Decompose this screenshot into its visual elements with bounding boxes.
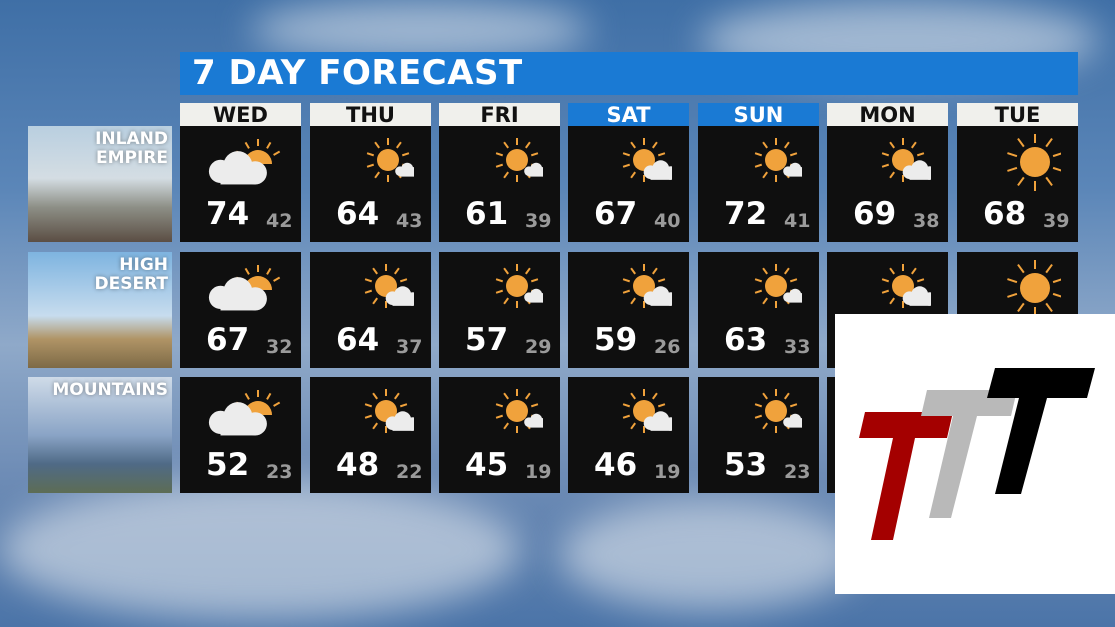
ttt-logo <box>835 314 1115 594</box>
background-cloud <box>560 500 860 610</box>
region-label-line2: MOUNTAINS <box>52 380 168 400</box>
region-high-desert: HIGH DESERT <box>28 252 172 368</box>
low-temp: 26 <box>654 336 681 358</box>
forecast-cell: 61 39 <box>439 126 560 242</box>
day-header-mon: MON <box>827 103 948 127</box>
forecast-cell: 53 23 <box>698 377 819 493</box>
forecast-cell: 67 32 <box>180 252 301 368</box>
region-label-line2: DESERT <box>94 274 168 294</box>
low-temp: 37 <box>396 336 423 358</box>
partly-sunny-icon <box>622 264 672 308</box>
forecast-cell: 57 29 <box>439 252 560 368</box>
low-temp: 19 <box>525 461 552 483</box>
partly-sunny-icon <box>364 389 414 433</box>
sunny-small-cloud-icon <box>495 264 543 308</box>
sunny-small-cloud-icon <box>495 389 543 433</box>
partly-sunny-icon <box>622 138 672 182</box>
low-temp: 40 <box>654 210 681 232</box>
high-temp: 53 <box>724 447 768 483</box>
forecast-cell: 64 43 <box>310 126 431 242</box>
forecast-cell: 72 41 <box>698 126 819 242</box>
low-temp: 23 <box>266 461 293 483</box>
forecast-cell: 45 19 <box>439 377 560 493</box>
high-temp: 64 <box>336 322 380 358</box>
mostly-cloudy-icon <box>208 390 281 436</box>
low-temp: 42 <box>266 210 293 232</box>
low-temp: 39 <box>525 210 552 232</box>
low-temp: 39 <box>1043 210 1070 232</box>
high-temp: 57 <box>465 322 509 358</box>
forecast-cell: 63 33 <box>698 252 819 368</box>
high-temp: 67 <box>594 196 638 232</box>
high-temp: 64 <box>336 196 380 232</box>
mostly-cloudy-icon <box>208 139 281 185</box>
sunny-small-cloud-icon <box>754 264 802 308</box>
day-header-sat: SAT <box>568 103 689 127</box>
high-temp: 68 <box>983 196 1027 232</box>
background-cloud <box>0 480 520 620</box>
day-header-wed: WED <box>180 103 301 127</box>
region-label: MOUNTAINS <box>52 381 168 400</box>
partly-sunny-icon <box>881 264 931 308</box>
sunny-small-cloud-icon <box>754 138 802 182</box>
high-temp: 48 <box>336 447 380 483</box>
day-header-tue: TUE <box>957 103 1078 127</box>
sunny-small-cloud-icon <box>754 389 802 433</box>
sunny-icon <box>1007 134 1061 191</box>
forecast-cell: 52 23 <box>180 377 301 493</box>
partly-sunny-icon <box>881 138 931 182</box>
partly-sunny-icon <box>364 264 414 308</box>
low-temp: 29 <box>525 336 552 358</box>
forecast-cell: 46 19 <box>568 377 689 493</box>
sunny-icon <box>1007 260 1061 317</box>
region-label-line1: HIGH <box>119 255 168 275</box>
day-header-sun: SUN <box>698 103 819 127</box>
sunny-small-cloud-icon <box>495 138 543 182</box>
ttt-logo-icon <box>859 368 1095 540</box>
forecast-cell: 67 40 <box>568 126 689 242</box>
low-temp: 19 <box>654 461 681 483</box>
forecast-title: 7 DAY FORECAST <box>180 52 1078 95</box>
sunny-small-cloud-icon <box>366 138 414 182</box>
high-temp: 52 <box>206 447 250 483</box>
low-temp: 33 <box>784 336 811 358</box>
forecast-cell: 74 42 <box>180 126 301 242</box>
partly-sunny-icon <box>622 389 672 433</box>
day-header-thu: THU <box>310 103 431 127</box>
forecast-cell: 48 22 <box>310 377 431 493</box>
high-temp: 74 <box>206 196 250 232</box>
high-temp: 72 <box>724 196 768 232</box>
low-temp: 38 <box>913 210 940 232</box>
low-temp: 22 <box>396 461 423 483</box>
region-inland-empire: INLAND EMPIRE <box>28 126 172 242</box>
forecast-cell: 68 39 <box>957 126 1078 242</box>
region-mountains: MOUNTAINS <box>28 377 172 493</box>
low-temp: 43 <box>396 210 423 232</box>
high-temp: 46 <box>594 447 638 483</box>
high-temp: 63 <box>724 322 768 358</box>
day-header-fri: FRI <box>439 103 560 127</box>
forecast-cell: 64 37 <box>310 252 431 368</box>
mostly-cloudy-icon <box>208 265 281 311</box>
low-temp: 41 <box>784 210 811 232</box>
high-temp: 45 <box>465 447 509 483</box>
region-label-line1: INLAND <box>95 129 168 149</box>
forecast-cell: 59 26 <box>568 252 689 368</box>
high-temp: 69 <box>853 196 897 232</box>
low-temp: 23 <box>784 461 811 483</box>
high-temp: 61 <box>465 196 509 232</box>
high-temp: 59 <box>594 322 638 358</box>
low-temp: 32 <box>266 336 293 358</box>
region-label: INLAND EMPIRE <box>95 130 168 168</box>
high-temp: 67 <box>206 322 250 358</box>
region-label-line2: EMPIRE <box>95 148 168 168</box>
background-cloud <box>250 0 590 60</box>
forecast-cell: 69 38 <box>827 126 948 242</box>
region-label: HIGH DESERT <box>94 256 168 294</box>
